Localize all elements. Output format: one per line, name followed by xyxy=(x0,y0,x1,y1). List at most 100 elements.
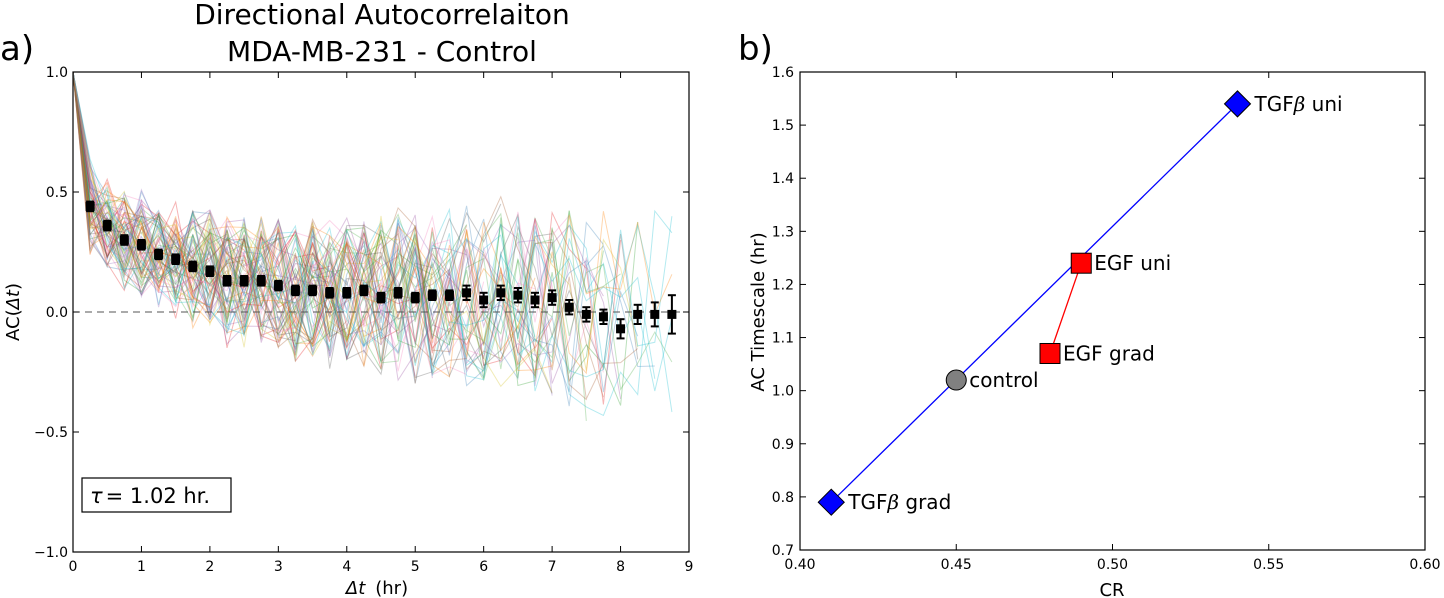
y-tick-label: 1.6 xyxy=(772,65,794,81)
y-tick-label: 0.8 xyxy=(772,490,794,506)
xlabel-unit: (hr) xyxy=(375,578,408,598)
y-axis-ticks: 0.7 0.8 0.9 1.0 1.1 1.2 1.3 1.4 1.5 1.6 xyxy=(772,65,1425,559)
track-line xyxy=(72,71,365,344)
y-tick-label: −0.5 xyxy=(34,425,68,441)
y-tick-label: 1.2 xyxy=(772,277,794,293)
x-tick-label: 8 xyxy=(616,559,625,575)
x-tick-label: 0.50 xyxy=(1097,557,1128,573)
mean-marker xyxy=(290,285,300,295)
track-line xyxy=(72,71,639,371)
mean-marker xyxy=(496,288,506,298)
track-line xyxy=(72,71,570,355)
mean-marker xyxy=(444,290,454,300)
mean-marker xyxy=(598,312,608,322)
y-tick-label: 0.7 xyxy=(772,543,794,559)
connecting-line xyxy=(830,103,1238,503)
track-line xyxy=(72,71,313,346)
y-tick-label: 1.1 xyxy=(772,331,794,347)
mean-marker xyxy=(119,235,129,245)
mean-marker xyxy=(633,309,643,319)
track-line xyxy=(72,71,587,421)
track-line xyxy=(72,71,433,364)
track-line xyxy=(72,71,639,371)
track-line xyxy=(72,71,502,350)
mean-marker xyxy=(513,290,523,300)
mean-markers xyxy=(85,201,677,334)
track-line xyxy=(72,71,639,406)
track-line xyxy=(72,71,433,379)
mean-marker xyxy=(462,288,472,298)
panel-a-label: a) xyxy=(0,29,34,69)
tau-symbol: τ xyxy=(90,484,103,508)
track-line xyxy=(72,71,485,352)
xlabel-symbol: Δt xyxy=(344,578,366,598)
point-label: control xyxy=(969,368,1038,392)
point-label: TGFβ grad xyxy=(847,490,951,514)
mean-marker xyxy=(667,309,677,319)
chart-a-xlabel: Δt (hr) xyxy=(344,578,408,598)
chart-b-frame xyxy=(799,71,1426,551)
y-tick-label: −1.0 xyxy=(34,545,68,561)
mean-marker xyxy=(205,266,215,276)
mean-marker xyxy=(393,288,403,298)
autocorrelation-chart: a) Directional Autocorrelaiton MDA-MB-23… xyxy=(0,0,693,598)
x-tick-label: 2 xyxy=(205,559,214,575)
track-line xyxy=(72,71,622,375)
mean-marker xyxy=(308,285,318,295)
track-line xyxy=(72,71,553,393)
tau-annotation-box xyxy=(81,477,232,513)
mean-marker xyxy=(239,276,249,286)
mean-marker xyxy=(136,240,146,250)
track-line xyxy=(72,71,331,331)
mean-marker xyxy=(530,295,540,305)
x-axis-ticks: 0 1 2 3 4 5 6 7 8 9 xyxy=(69,72,693,575)
circle-marker xyxy=(945,369,967,391)
mean-marker xyxy=(325,288,335,298)
track-line xyxy=(72,71,673,373)
track-line xyxy=(72,71,348,350)
point-label: TGFβ uni xyxy=(1254,92,1343,116)
track-line xyxy=(72,71,621,382)
track-line xyxy=(72,71,330,328)
chart-a-ylabel: AC(Δt) xyxy=(3,283,24,341)
track-line xyxy=(72,71,416,340)
x-tick-label: 0.45 xyxy=(941,557,972,573)
track-line xyxy=(72,71,433,363)
square-marker xyxy=(1039,342,1061,364)
mean-marker xyxy=(342,288,352,298)
y-tick-label: 0.9 xyxy=(772,437,794,453)
mean-marker xyxy=(154,249,164,259)
x-tick-label: 0.40 xyxy=(784,557,815,573)
track-line xyxy=(72,71,673,391)
diamond-marker xyxy=(1223,90,1252,118)
mean-marker xyxy=(256,276,266,286)
y-tick-label: 1.4 xyxy=(772,171,794,187)
track-line xyxy=(72,71,348,359)
y-tick-label: 0.0 xyxy=(46,305,68,321)
y-tick-label: 1.0 xyxy=(46,65,68,81)
track-line xyxy=(72,71,604,382)
track-line xyxy=(72,71,399,370)
track-line xyxy=(72,71,655,407)
track-line xyxy=(72,71,604,383)
mean-marker xyxy=(410,293,420,303)
track-line xyxy=(72,71,604,398)
track-line xyxy=(72,71,673,392)
track-line xyxy=(72,71,639,393)
track-line xyxy=(72,71,468,371)
track-line xyxy=(72,71,485,365)
track-line xyxy=(72,71,656,379)
mean-marker xyxy=(616,324,626,334)
ylabel-symbol: Δt xyxy=(3,289,24,311)
track-line xyxy=(72,71,553,378)
y-axis-ticks: −1.0 −0.5 0.0 0.5 1.0 xyxy=(34,65,689,561)
track-line xyxy=(72,71,502,387)
panel-b-label: b) xyxy=(738,29,773,69)
mean-marker xyxy=(188,261,198,271)
track-line xyxy=(72,71,604,393)
ylabel-prefix: AC( xyxy=(3,309,24,341)
track-line xyxy=(72,71,553,387)
track-line xyxy=(72,71,382,330)
tau-value: = 1.02 hr. xyxy=(106,484,210,508)
